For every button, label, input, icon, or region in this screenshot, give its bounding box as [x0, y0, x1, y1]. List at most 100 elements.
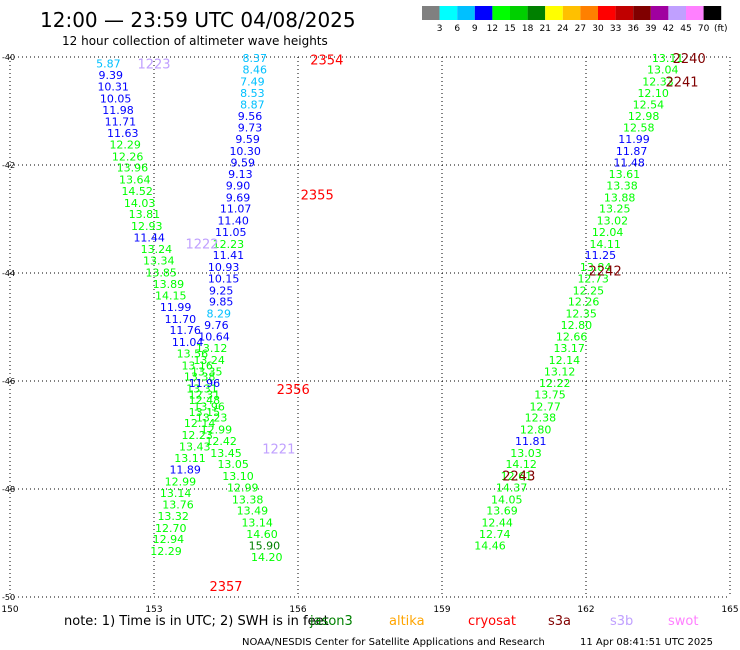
data-point-label: 13.84 — [580, 261, 612, 274]
colorbar-label: 6 — [454, 24, 460, 34]
data-point-label: 12.99 — [165, 475, 197, 488]
data-point-label: 13.34 — [143, 255, 175, 268]
colorbar-label: 45 — [680, 24, 691, 34]
colorbar-label: 39 — [645, 24, 657, 34]
y-tick-label: -40 — [2, 53, 15, 62]
footer-note: note: 1) Time is in UTC; 2) SWH is in fe… — [64, 614, 329, 629]
data-point-label: 12.42 — [205, 435, 237, 448]
satellite-altika: altika — [389, 614, 425, 629]
data-point-label: 12.23 — [213, 238, 245, 251]
data-point-label: 14.15 — [155, 290, 187, 303]
data-point-label: 13.96 — [117, 162, 149, 175]
data-point-label: 12.54 — [633, 99, 665, 112]
y-tick-label: -50 — [2, 593, 15, 602]
data-point-label: 11.87 — [616, 145, 648, 158]
y-tick-label: -42 — [2, 161, 15, 170]
data-point-label: 13.56 — [177, 347, 209, 360]
y-tick-label: -44 — [2, 269, 15, 278]
data-point-label: 12.98 — [628, 110, 660, 123]
data-point-label: 12.38 — [525, 412, 557, 425]
pass-label: 2242 — [589, 264, 622, 279]
plot-area: 150 153 156 159 162 165 -40 -42 -44 -46 -48 -50 5.87… — [1, 52, 738, 615]
data-point-label: 13.38 — [606, 180, 638, 193]
data-point-label: 13.17 — [553, 342, 585, 355]
data-point-label: 12.74 — [479, 528, 511, 541]
data-point-label: 10.31 — [97, 81, 129, 94]
data-point-label: 11.40 — [217, 215, 249, 228]
data-point-label: 9.73 — [238, 122, 263, 135]
data-point-label: 8.37 — [243, 52, 268, 65]
data-point-label: 10.05 — [100, 93, 132, 106]
colorbar-swatch — [615, 6, 634, 20]
chart-title: 12:00 — 23:59 UTC 04/08/2025 — [40, 8, 356, 32]
pass-label: 1222 — [185, 237, 218, 252]
data-point-label: 13.03 — [510, 447, 542, 460]
data-point-label: 13.11 — [652, 52, 684, 65]
data-point-label: 13.38 — [184, 371, 216, 384]
data-point-label: 13.16 — [181, 359, 213, 372]
data-point-label: 11.81 — [515, 435, 547, 448]
colorbar-label: 70 — [698, 24, 710, 34]
data-point-label: 12.26 — [112, 150, 144, 163]
data-point-label: 13.12 — [544, 365, 576, 378]
data-point-label: 13.64 — [119, 174, 151, 187]
colorbar-swatch — [650, 6, 669, 20]
data-point-label: 9.76 — [204, 319, 229, 332]
colorbar-swatch — [492, 6, 510, 20]
data-point-label: 13.04 — [647, 63, 679, 76]
pass-label: 2243 — [502, 470, 535, 485]
data-point-label: 13.85 — [145, 266, 177, 279]
data-point-label: 8.29 — [207, 308, 232, 321]
data-point-label: 13.32 — [157, 510, 189, 523]
data-point-label: 9.90 — [226, 180, 251, 193]
pass-label: 2240 — [673, 52, 706, 67]
data-point-label: 11.25 — [585, 249, 617, 262]
data-point-label: 13.43 — [179, 440, 211, 453]
data-point-label: 9.59 — [231, 156, 256, 169]
pass-label: 2354 — [310, 54, 343, 69]
data-point-label: 12.26 — [568, 296, 600, 309]
colorbar-swatch — [457, 6, 475, 20]
data-point-label: 13.10 — [222, 470, 254, 483]
data-point-label: 9.59 — [235, 133, 260, 146]
colorbar-label: 36 — [627, 24, 639, 34]
data-point-label: 13.35 — [191, 365, 223, 378]
data-point-label: 12.66 — [556, 331, 588, 344]
colorbar-swatch — [562, 6, 581, 20]
colorbar-label: 12 — [487, 24, 498, 34]
pass-label: 2357 — [209, 580, 242, 595]
data-point-label: 13.89 — [153, 278, 185, 291]
data-point-label: 13.25 — [599, 203, 631, 216]
data-point-label: 13.11 — [174, 452, 206, 465]
data-point-label: 9.85 — [209, 296, 234, 309]
data-point-label: 12.93 — [131, 220, 163, 233]
colorbar-swatch — [422, 6, 440, 20]
pass-label: 1223 — [137, 57, 170, 72]
colorbar-label: 42 — [663, 24, 674, 34]
data-point-label: 13.45 — [210, 447, 242, 460]
data-point-label: 11.41 — [213, 249, 245, 262]
data-point-label: 14.37 — [496, 481, 528, 494]
footer-credit: NOAA/NESDIS Center for Satellite Applica… — [242, 637, 545, 648]
data-point-label: 8.53 — [240, 87, 265, 100]
data-point-label: 14.03 — [124, 197, 156, 210]
data-point-label: 11.89 — [169, 464, 201, 477]
data-point-label: 12.94 — [153, 533, 185, 546]
satellite-s3b: s3b — [610, 614, 633, 629]
pass-label: 2356 — [277, 383, 310, 398]
colorbar-swatch — [510, 6, 528, 20]
data-point-label: 11.04 — [172, 336, 204, 349]
colorbar-swatch — [668, 6, 686, 20]
data-point-label: 10.64 — [198, 331, 230, 344]
data-point-label: 12.48 — [189, 394, 221, 407]
data-point-label: 13.23 — [196, 412, 228, 425]
x-tick-label: 159 — [433, 605, 450, 615]
colorbar-swatch — [527, 6, 546, 20]
colorbar-label: 15 — [504, 24, 515, 34]
x-tick-label: 165 — [721, 605, 738, 615]
data-point-label: 12.22 — [539, 377, 571, 390]
data-point-label: 14.52 — [121, 185, 153, 198]
colorbar-label: 18 — [522, 24, 534, 34]
data-point-label: 9.25 — [209, 284, 234, 297]
data-point-label: 12.99 — [201, 424, 233, 437]
